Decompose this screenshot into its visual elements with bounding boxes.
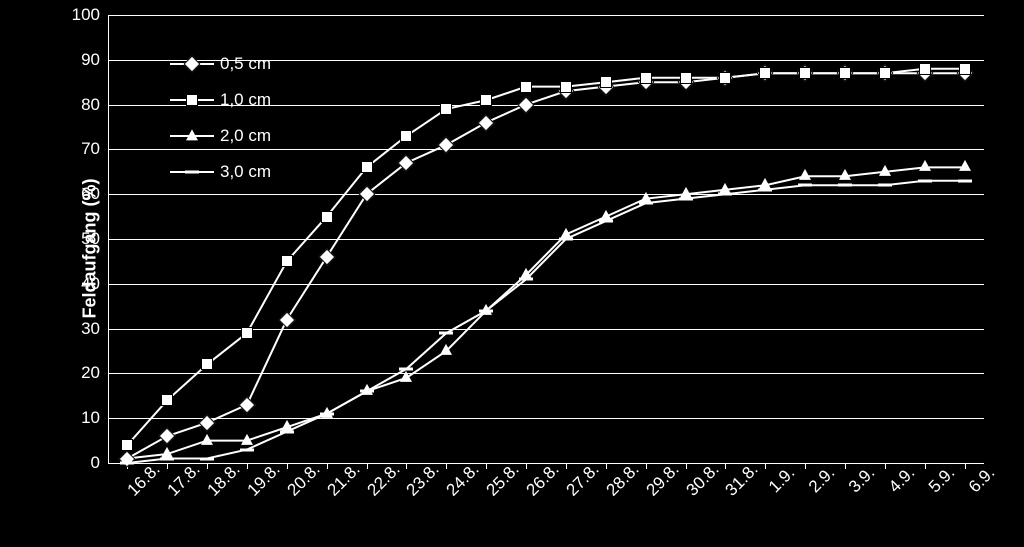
legend-line: [170, 63, 214, 65]
series-marker: [281, 255, 293, 267]
series-marker: [759, 67, 771, 79]
series-marker: [958, 179, 972, 182]
gridline: [108, 284, 984, 285]
series-marker: [718, 193, 732, 196]
legend-line: [170, 171, 214, 173]
series-marker: [440, 103, 452, 115]
series-marker: [600, 76, 612, 88]
series-marker: [400, 371, 412, 382]
y-tick-label: 40: [81, 274, 108, 294]
series-marker: [838, 184, 852, 187]
series-marker: [320, 412, 334, 415]
y-tick-label: 90: [81, 50, 108, 70]
series-marker: [399, 367, 413, 370]
series-marker: [201, 433, 213, 444]
gridline: [108, 418, 984, 419]
series-marker: [280, 430, 294, 433]
legend-marker-icon: [186, 94, 198, 106]
y-tick-label: 0: [91, 453, 108, 473]
series-marker: [400, 130, 412, 142]
series-marker: [639, 202, 653, 205]
y-axis: [108, 15, 109, 463]
series-marker: [758, 188, 772, 191]
y-tick-label: 10: [81, 408, 108, 428]
series-marker: [439, 332, 453, 335]
series-marker: [918, 179, 932, 182]
series-marker: [959, 63, 971, 75]
legend-label: 1,0 cm: [220, 90, 271, 110]
series-marker: [161, 394, 173, 406]
legend-marker-icon: [186, 129, 198, 140]
series-marker: [878, 184, 892, 187]
y-tick-label: 70: [81, 139, 108, 159]
y-tick-label: 20: [81, 363, 108, 383]
y-tick-label: 30: [81, 319, 108, 339]
series-marker: [200, 457, 214, 460]
series-marker: [799, 67, 811, 79]
series-marker: [879, 67, 891, 79]
series-marker: [679, 197, 693, 200]
series-marker: [799, 169, 811, 180]
legend-item: 3,0 cm: [170, 162, 271, 182]
y-tick-label: 50: [81, 229, 108, 249]
series-marker: [879, 165, 891, 176]
series-marker: [480, 94, 492, 106]
legend-label: 3,0 cm: [220, 162, 271, 182]
legend-label: 2,0 cm: [220, 126, 271, 146]
series-marker: [121, 439, 133, 451]
gridline: [108, 373, 984, 374]
series-line: [127, 167, 964, 458]
line-chart: Feldaufgang (%) 010203040506070809010016…: [0, 0, 1024, 547]
series-marker: [640, 72, 652, 84]
gridline: [108, 329, 984, 330]
legend-label: 0,5 cm: [220, 54, 271, 74]
legend-line: [170, 135, 214, 137]
gridline: [108, 15, 984, 16]
y-tick-label: 100: [72, 5, 108, 25]
series-marker: [241, 433, 253, 444]
series-marker: [719, 72, 731, 84]
series-marker: [120, 462, 134, 465]
series-marker: [520, 81, 532, 93]
series-marker: [839, 169, 851, 180]
series-marker: [680, 72, 692, 84]
legend-item: 2,0 cm: [170, 126, 271, 146]
legend-marker-icon: [185, 171, 199, 174]
series-marker: [440, 344, 452, 355]
legend-marker-icon: [184, 56, 201, 73]
series-marker: [919, 63, 931, 75]
gridline: [108, 239, 984, 240]
series-marker: [160, 457, 174, 460]
series-marker: [519, 278, 533, 281]
y-tick-label: 80: [81, 95, 108, 115]
legend: 0,5 cm 1,0 cm 2,0 cm 3,0 cm: [170, 54, 271, 198]
series-marker: [559, 238, 573, 241]
series-marker: [361, 161, 373, 173]
series-marker: [599, 220, 613, 223]
series-marker: [321, 211, 333, 223]
series-marker: [959, 160, 971, 171]
y-tick-label: 60: [81, 184, 108, 204]
legend-line: [170, 99, 214, 101]
series-marker: [798, 184, 812, 187]
series-marker: [201, 358, 213, 370]
legend-item: 1,0 cm: [170, 90, 271, 110]
series-marker: [919, 160, 931, 171]
series-marker: [360, 390, 374, 393]
series-marker: [479, 309, 493, 312]
series-marker: [240, 448, 254, 451]
legend-item: 0,5 cm: [170, 54, 271, 74]
series-marker: [839, 67, 851, 79]
series-marker: [560, 81, 572, 93]
series-marker: [241, 327, 253, 339]
